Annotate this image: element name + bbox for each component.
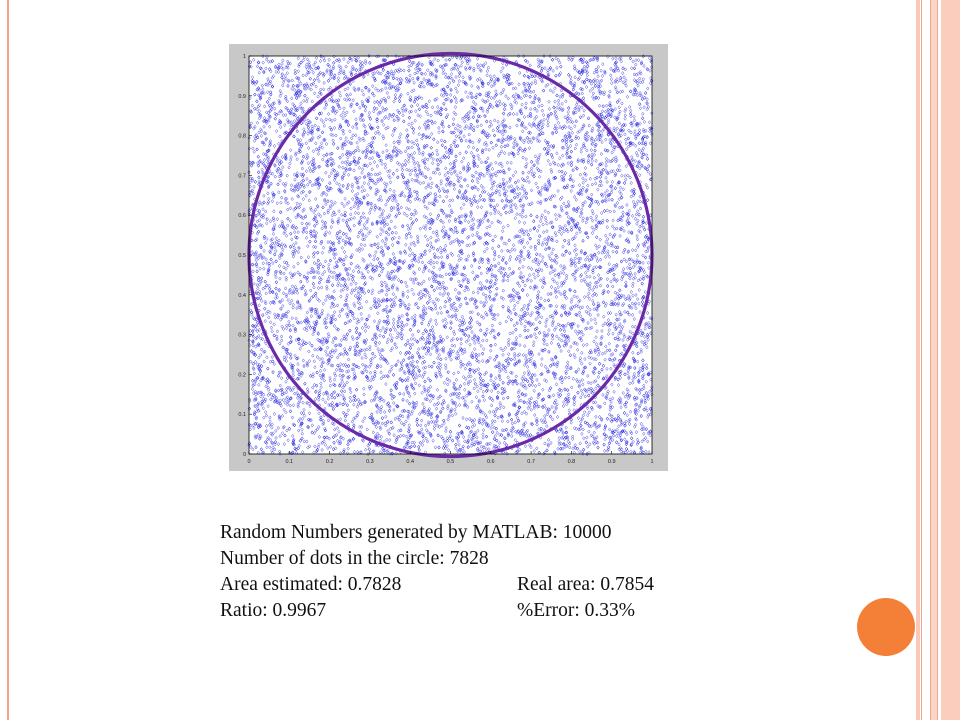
ratio: Ratio: 0.9967 [220,600,327,621]
x-tick-label: 0.5 [447,459,455,465]
area-estimated: Area estimated: 0.7828 [220,574,402,595]
x-tick-label: 0.1 [285,459,293,465]
x-tick-label: 1 [650,459,653,465]
decorative-orange-circle [857,598,915,656]
stats-line: Ratio: 0.9967 %Error: 0.33% [220,598,780,624]
x-tick-label: 0.2 [326,459,334,465]
x-tick-label: 0.7 [527,459,535,465]
y-tick-label: 0.5 [238,253,246,259]
y-tick-label: 1 [243,54,246,60]
y-tick-label: 0.6 [238,213,246,219]
y-tick-label: 0.9 [238,94,246,100]
right-stripe [931,0,937,720]
y-tick-label: 0.2 [238,372,246,378]
y-tick-label: 0.8 [238,134,246,140]
stats-line: Number of dots in the circle: 7828 [220,546,780,572]
x-tick-label: 0.4 [406,459,414,465]
monte-carlo-figure: 0 0.1 0.2 0.3 0.4 0.5 0.6 0.7 0.8 0.9 1 0 0.1 0.2 0.3… [229,44,668,471]
x-axis: 0 0.1 0.2 0.3 0.4 0.5 0.6 0.7 0.8 0.9 1 [247,451,654,465]
dots-in-circle: Number of dots in the circle: 7828 [220,548,489,569]
percent-error: %Error: 0.33% [517,600,636,621]
y-tick-label: 0.1 [238,412,246,418]
random-numbers-count: Random Numbers generated by MATLAB: 1000… [220,522,612,543]
stats-line: Random Numbers generated by MATLAB: 1000… [220,520,780,546]
scatter-point-markers [247,54,654,456]
y-tick-label: 0 [243,452,246,458]
x-tick-label: 0.8 [568,459,576,465]
x-tick-label: 0 [247,459,250,465]
results-text: Random Numbers generated by MATLAB: 1000… [220,520,780,624]
x-tick-label: 0.9 [608,459,616,465]
right-stripe [941,0,960,720]
real-area: Real area: 0.7854 [517,574,654,595]
right-stripe [921,0,931,720]
scatter-plot: 0 0.1 0.2 0.3 0.4 0.5 0.6 0.7 0.8 0.9 1 0 0.1 0.2 0.3… [229,44,668,471]
right-stripe [937,0,941,720]
stats-line: Area estimated: 0.7828 Real area: 0.7854 [220,572,780,598]
y-tick-label: 0.7 [238,173,246,179]
scatter-points [247,54,654,456]
y-axis: 0 0.1 0.2 0.3 0.4 0.5 0.6 0.7 0.8 0.9 1 [238,54,252,458]
y-tick-label: 0.4 [238,293,246,299]
right-stripe [916,0,920,720]
left-border [0,0,9,720]
x-tick-label: 0.3 [366,459,374,465]
y-tick-label: 0.3 [238,333,246,339]
x-tick-label: 0.6 [487,459,495,465]
